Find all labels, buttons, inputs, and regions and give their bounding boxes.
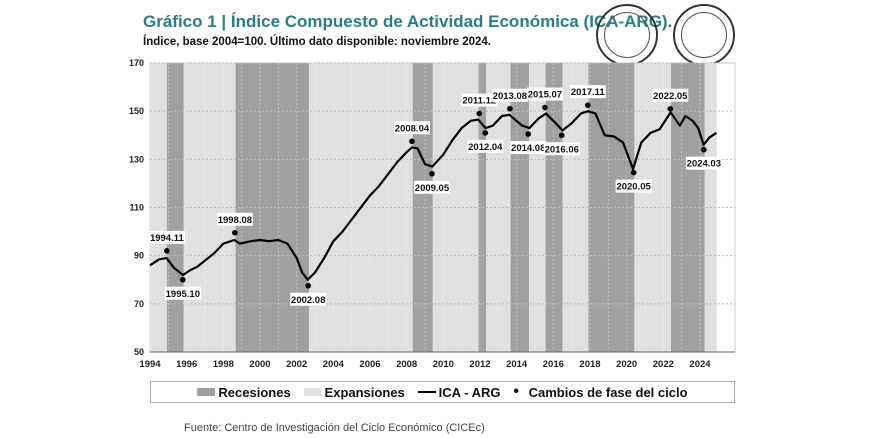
legend-label: Expansiones <box>324 384 405 400</box>
x-tick-label: 1994 <box>139 359 161 370</box>
turning-point-label-bg <box>164 286 201 300</box>
x-tick-label: 1996 <box>176 359 197 370</box>
legend-recesiones: Recesiones <box>197 384 291 400</box>
x-tick-label: 2006 <box>359 359 380 370</box>
turning-point-label: 2008.04 <box>395 123 430 134</box>
turning-point-label: 2012.04 <box>468 142 503 153</box>
turning-point-label: 2009.05 <box>415 183 450 194</box>
turning-point-label: 2002.08 <box>291 295 325 306</box>
y-tick-label: 170 <box>129 58 144 68</box>
expansion-band <box>528 63 546 352</box>
x-tick-label: 2020 <box>616 359 637 370</box>
chart-title: Gráfico 1 | Índice Compuesto de Activida… <box>143 12 673 31</box>
turning-point-label: 2024.03 <box>687 159 721 170</box>
turning-point-label-bg <box>526 87 563 101</box>
x-tick-label: 2010 <box>433 359 454 370</box>
turning-point-dot <box>558 132 565 139</box>
turning-point-dot <box>232 229 238 236</box>
turning-point-dot <box>429 170 435 177</box>
turning-point-label: 1998.08 <box>218 215 252 226</box>
turning-point-label: 2022.05 <box>653 91 688 102</box>
turning-point-dot <box>667 105 674 112</box>
turning-point-dot <box>525 131 532 137</box>
line-swatch <box>417 391 436 393</box>
x-tick-label: 2016 <box>543 359 564 370</box>
legend: Recesiones Expansiones ICA - ARG • Cambi… <box>150 381 735 403</box>
turning-point-label-bg <box>685 156 722 170</box>
turning-point-dot <box>542 104 548 111</box>
turning-point-dot <box>701 146 707 153</box>
turning-point-label-bg <box>393 121 430 135</box>
x-tick-label: 2002 <box>286 359 307 370</box>
x-tick-label: 2012 <box>469 359 490 370</box>
legend-ica: ICA - ARG <box>417 384 501 400</box>
turning-point-label-bg <box>615 179 652 193</box>
turning-point-label-bg <box>467 139 504 153</box>
turning-point-label: 2017.11 <box>571 87 606 98</box>
turning-point-label-bg <box>290 292 327 306</box>
legend-cambios: • Cambios de fase del ciclo <box>513 383 687 401</box>
recession-swatch <box>197 388 216 396</box>
x-tick-label: 1998 <box>213 359 234 370</box>
legend-label: Recesiones <box>218 384 291 400</box>
turning-point-dot <box>409 138 415 145</box>
turning-point-dot <box>482 130 489 136</box>
dot-swatch: • <box>513 383 519 400</box>
turning-point-label-bg <box>543 142 580 156</box>
x-tick-label: 2008 <box>396 359 417 370</box>
turning-point-label: 1994.11 <box>150 233 185 244</box>
turning-point-dot <box>630 169 637 176</box>
x-tick-label: 2022 <box>653 359 674 370</box>
turning-point-label: 2011.12 <box>462 96 496 107</box>
chart-plot: 50 70 90 110 130 150 170 1994 1996 1998 2000 2002 20… <box>129 58 736 370</box>
turning-point-label: 2016.06 <box>545 144 579 155</box>
x-tick-label: 2000 <box>249 359 270 370</box>
ica-arg-line <box>149 110 718 281</box>
turning-point-dot <box>476 110 483 117</box>
x-tick-label: 2014 <box>506 359 528 370</box>
legend-label: Cambios de fase del ciclo <box>528 384 688 400</box>
turning-point-label-bg <box>461 93 498 107</box>
chart-subtitle: Índice, base 2004=100. Último dato dispo… <box>143 36 491 48</box>
x-tick-label: 2018 <box>579 359 600 370</box>
turning-point-dot <box>305 282 312 289</box>
turning-point-dot <box>507 105 513 112</box>
turning-point-label-bg <box>652 88 689 102</box>
turning-point-label: 2014.08 <box>511 143 545 154</box>
source-note: Fuente: Centro de Investigación del Cicl… <box>184 422 485 434</box>
y-tick-label: 70 <box>134 299 144 309</box>
y-tick-label: 90 <box>134 251 144 261</box>
x-tick-label: 2024 <box>689 359 711 370</box>
turning-point-label-bg <box>510 141 547 155</box>
turning-point-label: 2013.08 <box>493 91 527 102</box>
y-tick-label: 130 <box>129 154 144 164</box>
y-tick-label: 110 <box>129 203 144 213</box>
legend-label: ICA - ARG <box>438 384 501 400</box>
turning-point-label: 2015.07 <box>528 90 562 101</box>
turning-point-dot <box>584 102 591 108</box>
x-tick-label: 2004 <box>323 359 345 370</box>
turning-point-label-bg <box>491 88 528 102</box>
y-tick-label: 50 <box>134 347 144 357</box>
turning-point-label-bg <box>216 212 253 226</box>
turning-point-label-bg <box>569 85 606 99</box>
turning-point-dot <box>164 248 170 254</box>
turning-point-label-bg <box>148 230 185 244</box>
y-tick-label: 150 <box>129 106 144 116</box>
expansion-band <box>634 63 672 352</box>
expansion-swatch <box>303 388 322 396</box>
turning-point-dot <box>180 276 186 283</box>
turning-point-label: 1995.10 <box>166 289 200 300</box>
turning-point-label: 2020.05 <box>616 182 651 193</box>
turning-point-label-bg <box>413 180 450 194</box>
legend-expansiones: Expansiones <box>303 384 405 400</box>
